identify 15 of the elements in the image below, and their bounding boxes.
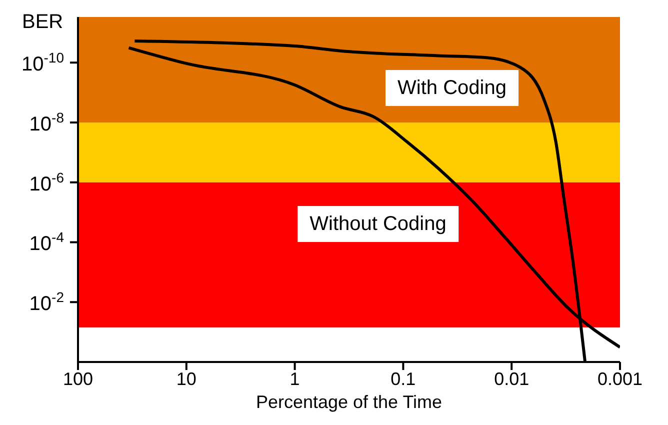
x-tick-label: 1 bbox=[290, 368, 300, 389]
y-tick-label: 10$^{-4}$ bbox=[29, 229, 64, 256]
x-tick-label: 0.1 bbox=[390, 368, 416, 389]
y-axis-title: BER bbox=[22, 11, 64, 33]
x-tick-label: 0.01 bbox=[494, 368, 530, 389]
y-tick-label: 10$^{-8}$ bbox=[29, 109, 64, 136]
x-axis-title: Percentage of the Time bbox=[256, 392, 442, 412]
y-tick-label: 10$^{-10}$ bbox=[22, 50, 64, 76]
annotation: Without Coding bbox=[298, 206, 458, 242]
y-tick-label: 10$^{-6}$ bbox=[29, 169, 64, 196]
x-tick-label: 10 bbox=[176, 368, 196, 389]
y-tick-label: 10$^{-2}$ bbox=[29, 289, 64, 316]
annotation: With Coding bbox=[386, 70, 518, 106]
x-tick-label: 100 bbox=[62, 368, 94, 389]
x-tick-label: 0.001 bbox=[597, 368, 643, 389]
